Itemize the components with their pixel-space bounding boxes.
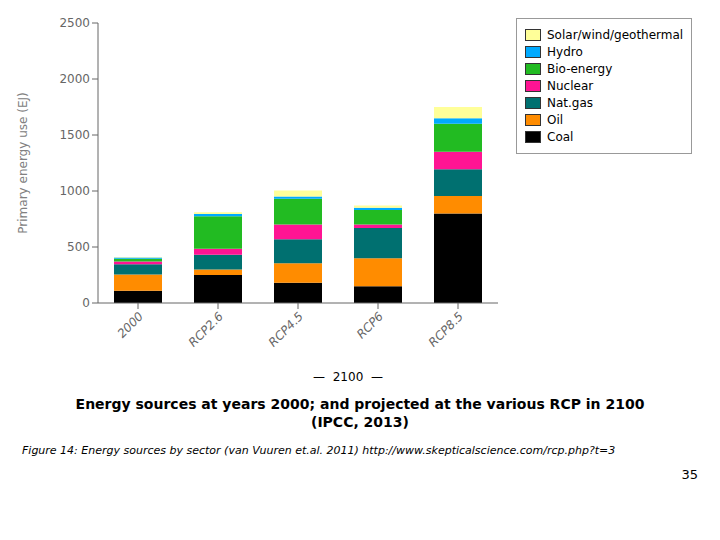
svg-text:1500: 1500: [59, 128, 90, 142]
svg-text:2500: 2500: [59, 16, 90, 30]
svg-text:500: 500: [67, 240, 90, 254]
html-text:35: 35: [681, 467, 698, 482]
html-text:Bio-energy: Bio-energy: [547, 62, 613, 76]
html-text:Solar/wind/geothermal: Solar/wind/geothermal: [547, 28, 684, 42]
html-text:Figure 14: Energy sources by s: Figure 14: Energy sources by sector (van…: [22, 444, 616, 457]
svg-text:RCP8.5: RCP8.5: [426, 309, 466, 349]
svg-text:RCP4.5: RCP4.5: [266, 309, 306, 349]
html-text:Nuclear: Nuclear: [547, 79, 594, 93]
html-text:Oil: Oil: [547, 113, 564, 127]
svg-text:RCP6: RCP6: [354, 309, 386, 341]
svg-text:2000: 2000: [115, 309, 147, 341]
svg-text:2000: 2000: [59, 72, 90, 86]
svg-text:0: 0: [82, 296, 90, 310]
svg-text:Primary energy use (EJ): Primary energy use (EJ): [16, 92, 30, 233]
html-text:Energy sources at years 2000;: Energy sources at years 2000; and projec…: [75, 396, 645, 412]
html-text:Hydro: Hydro: [547, 45, 583, 59]
svg-text:RCP2.6: RCP2.6: [186, 309, 227, 350]
html-text:Nat.gas: Nat.gas: [547, 96, 594, 110]
html-text:(IPCC, 2013): (IPCC, 2013): [311, 414, 409, 430]
html-text:Coal: Coal: [547, 130, 574, 144]
html-text:— 2100 —: — 2100 —: [313, 370, 383, 384]
svg-text:1000: 1000: [59, 184, 90, 198]
